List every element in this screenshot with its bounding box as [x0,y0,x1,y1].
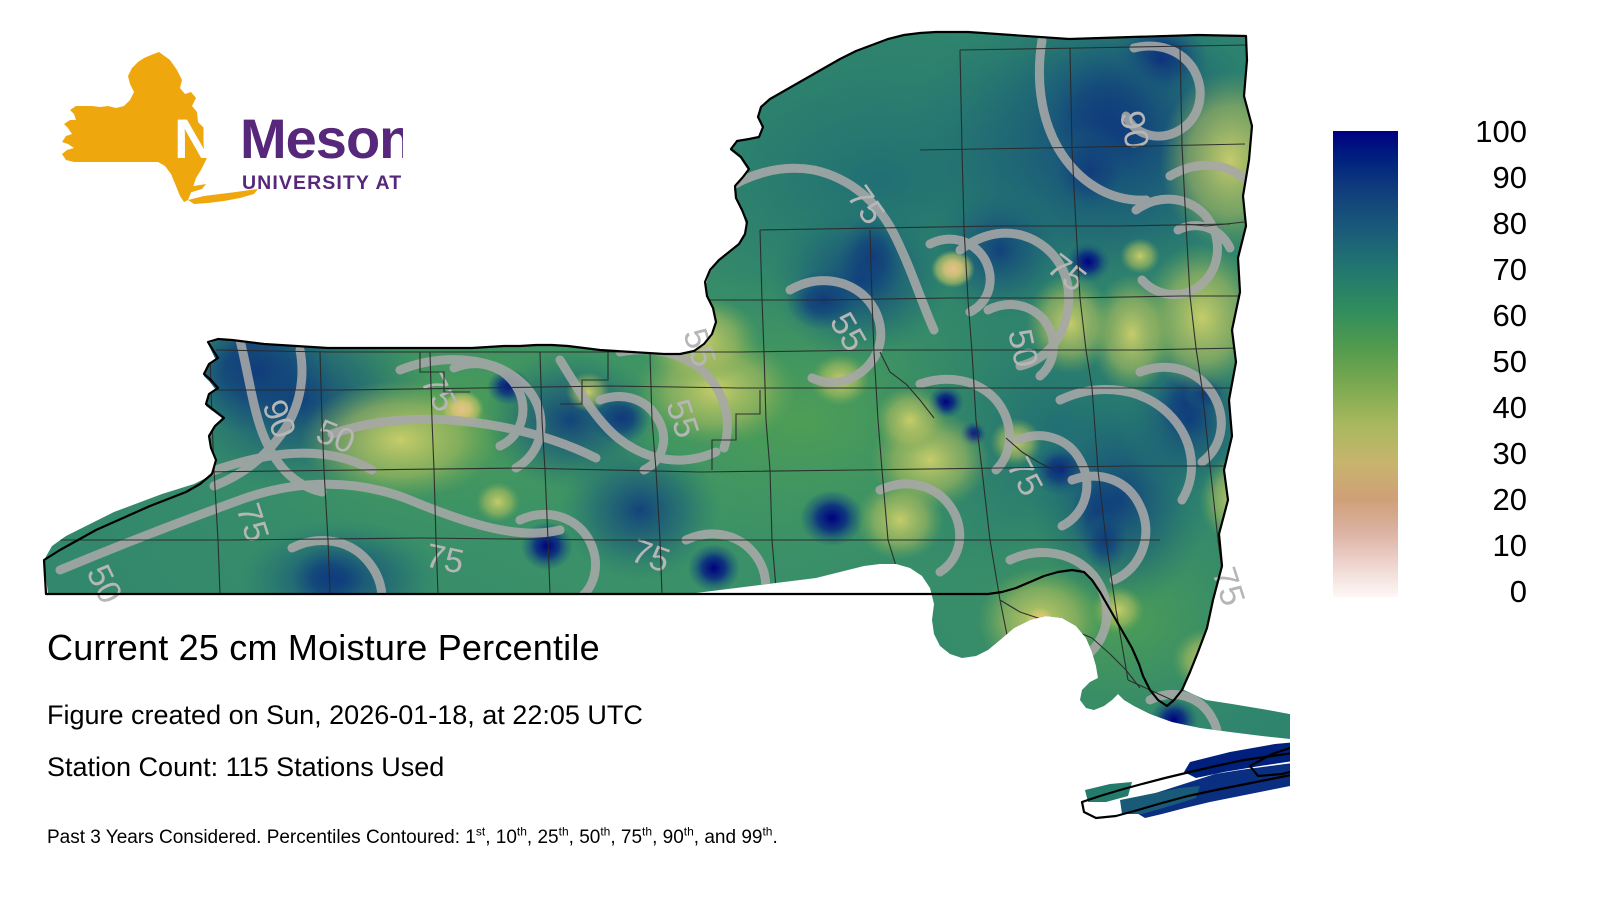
created-timestamp: Figure created on Sun, 2026-01-18, at 22… [47,700,643,730]
footnote-p5-suffix: th [642,824,653,839]
footnote-conj: and [704,827,742,848]
colorbar-gradient [1333,131,1398,597]
colorbar-tick: 30 [1492,436,1527,471]
contour-label: 90 [1112,108,1156,152]
colorbar-tick: 0 [1509,574,1527,609]
map-svg: 75 90 75 50 55 55 75 90 50 55 75 75 75 7… [42,30,1290,820]
footnote-p7: 99 [741,827,763,848]
colorbar-tick: 100 [1475,114,1527,149]
footnote-p4-suffix: th [600,824,611,839]
colorbar-tick: 80 [1492,206,1527,241]
footnote-p5: 75 [620,827,643,848]
colorbar-tick: 40 [1492,390,1527,425]
logo-nys-text: NYS [174,107,286,170]
footnote-p3: 25 [537,827,559,848]
page-title: Current 25 cm Moisture Percentile [47,627,600,668]
footnote-lead: Past 3 Years Considered. Percentiles Con… [47,827,466,848]
colorbar-tick: 50 [1492,344,1527,379]
ny-state-silhouette-icon [62,52,258,204]
colorbar-tick: 20 [1492,482,1527,517]
colorbar-tick-labels: 100 90 80 70 60 50 40 30 20 10 0 [1405,107,1535,619]
long-island-outline [1080,746,1290,820]
contour-label: 75 [422,537,467,582]
contour-label: 50 [1000,326,1045,371]
footnote: Past 3 Years Considered. Percentiles Con… [47,824,778,848]
colorbar[interactable]: 100 90 80 70 60 50 40 30 20 10 0 [1333,116,1573,607]
footnote-p2: 10 [495,827,517,848]
station-count: Station Count: 115 Stations Used [47,752,445,782]
footnote-end: . [772,827,778,848]
logo-mesonet-text: Mesonet [240,107,403,170]
state-outline [42,30,1254,708]
footnote-p3-suffix: th [558,824,569,839]
colorbar-tick: 60 [1492,298,1527,333]
footnote-p1: 1 [465,827,476,848]
colorbar-tick: 10 [1492,528,1527,563]
logo-svg: NYS Mesonet UNIVERSITY AT ALBANY [62,52,403,204]
footnote-p2-suffix: th [516,824,527,839]
colorbar-tick: 90 [1492,160,1527,195]
county-borders-layer [47,44,1248,701]
logo-subtitle-text: UNIVERSITY AT ALBANY [242,172,403,194]
footnote-p6-suffix: th [683,824,694,839]
footnote-p6: 90 [662,827,684,848]
footnote-p4: 50 [579,827,601,848]
footnote-p1-suffix: st [475,824,486,839]
moisture-percentile-map[interactable]: 75 90 75 50 55 55 75 90 50 55 75 75 75 7… [0,0,1290,890]
footnote-p7-suffix: th [762,824,773,839]
nys-mesonet-logo: NYS Mesonet UNIVERSITY AT ALBANY [58,50,403,205]
colorbar-tick: 70 [1492,252,1527,287]
